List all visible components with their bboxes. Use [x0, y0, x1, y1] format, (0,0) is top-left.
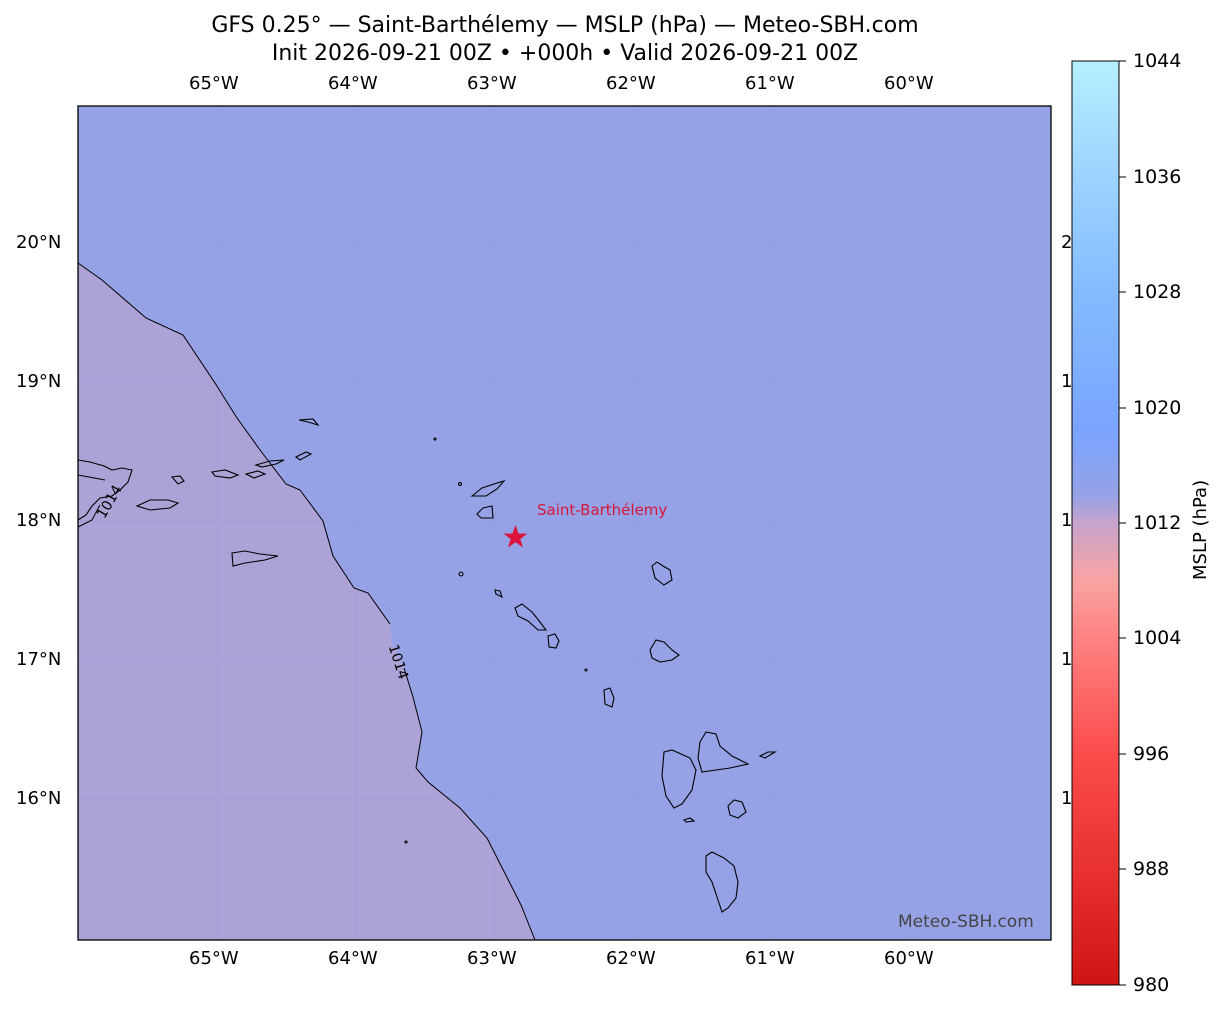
- island-marie-galante: [727, 799, 747, 819]
- colorbar: [1071, 60, 1120, 986]
- island-saint-martin: [476, 505, 494, 519]
- colorbar-tick-label: 1036: [1133, 166, 1182, 188]
- lon-label-bottom: 63°W: [467, 948, 517, 969]
- island-st-john: [244, 470, 267, 479]
- lon-label-bottom: 64°W: [328, 948, 378, 969]
- colorbar-tick-label: 996: [1133, 743, 1170, 765]
- colorbar-tick-label: 1044: [1133, 50, 1182, 72]
- lon-label-top: 64°W: [328, 73, 378, 94]
- location-label: Saint-Barthélemy: [537, 501, 668, 519]
- low-pressure-region: [78, 263, 535, 940]
- island-antigua: [649, 639, 680, 663]
- island-montserrat: [603, 687, 615, 708]
- island-vieques: [135, 499, 180, 511]
- island-saba: [458, 571, 464, 577]
- island-tortola: [254, 459, 285, 468]
- chart-title-line2: Init 2026-09-21 00Z • +000h • Valid 2026…: [271, 41, 859, 66]
- island-basse-terre: [661, 749, 697, 809]
- island-les-saintes: [682, 817, 696, 823]
- lat-label: 16°N: [16, 788, 62, 809]
- island-aves: [404, 840, 408, 844]
- colorbar-tick-label: 1020: [1133, 397, 1182, 419]
- colorbar-tick-label: 1012: [1133, 512, 1182, 534]
- graticule: [78, 106, 1051, 940]
- lon-label-top: 65°W: [189, 73, 239, 94]
- lat-label-right: 1: [1061, 371, 1073, 392]
- coast-puerto-rico: [77, 459, 133, 521]
- lat-label-right: 2: [1061, 232, 1073, 253]
- colorbar-tick-label: 1028: [1133, 281, 1182, 303]
- lat-label: 17°N: [16, 649, 62, 670]
- location-star-icon: [503, 525, 528, 548]
- lat-label-right: 1: [1061, 510, 1073, 531]
- island-st-eustatius: [494, 589, 503, 599]
- colorbar-tick-label: 988: [1133, 858, 1170, 880]
- lon-label-bottom: 65°W: [189, 948, 239, 969]
- lon-label-top: 62°W: [606, 73, 656, 94]
- island-nevis: [547, 633, 560, 649]
- lon-label-bottom: 62°W: [606, 948, 656, 969]
- island-redonda: [584, 668, 588, 672]
- lon-label-top: 61°W: [745, 73, 795, 94]
- colorbar-ticks: [1119, 60, 1126, 986]
- island-st-kitts-nevis: [514, 603, 548, 631]
- lat-label: 19°N: [16, 371, 62, 392]
- island-grande-terre: [697, 731, 750, 773]
- colorbar-tick-label: 1004: [1133, 627, 1182, 649]
- isobar-1014-west: [77, 504, 101, 528]
- coastlines: [77, 418, 777, 913]
- map-frame: [77, 105, 1052, 941]
- lat-label-right: 1: [1061, 788, 1073, 809]
- island-anegada: [298, 418, 320, 427]
- lon-label-bottom: 60°W: [884, 948, 934, 969]
- island-virgin-gorda: [294, 451, 313, 461]
- island-la-desirade: [758, 751, 777, 759]
- island-st-thomas: [211, 469, 240, 479]
- coast-puerto-rico-inner: [77, 474, 106, 481]
- lat-label: 18°N: [16, 510, 62, 531]
- island-dog: [457, 481, 463, 487]
- island-culebra: [170, 475, 185, 485]
- isobar-1014: [77, 262, 536, 941]
- island-sombrero: [433, 437, 437, 441]
- watermark: Meteo-SBH.com: [898, 912, 1034, 932]
- colorbar-label: MSLP (hPa): [1190, 479, 1211, 580]
- chart-title-line1: GFS 0.25° — Saint-Barthélemy — MSLP (hPa…: [211, 13, 919, 38]
- lat-label-right: 1: [1061, 649, 1073, 670]
- lat-label: 20°N: [16, 232, 62, 253]
- island-st-croix: [231, 550, 279, 567]
- colorbar-tick-label: 980: [1133, 974, 1170, 996]
- island-barbuda: [651, 561, 673, 586]
- island-anguilla: [470, 479, 506, 497]
- island-dominica: [705, 851, 739, 913]
- lon-label-top: 60°W: [884, 73, 934, 94]
- lon-label-bottom: 61°W: [745, 948, 795, 969]
- lon-label-top: 63°W: [467, 73, 517, 94]
